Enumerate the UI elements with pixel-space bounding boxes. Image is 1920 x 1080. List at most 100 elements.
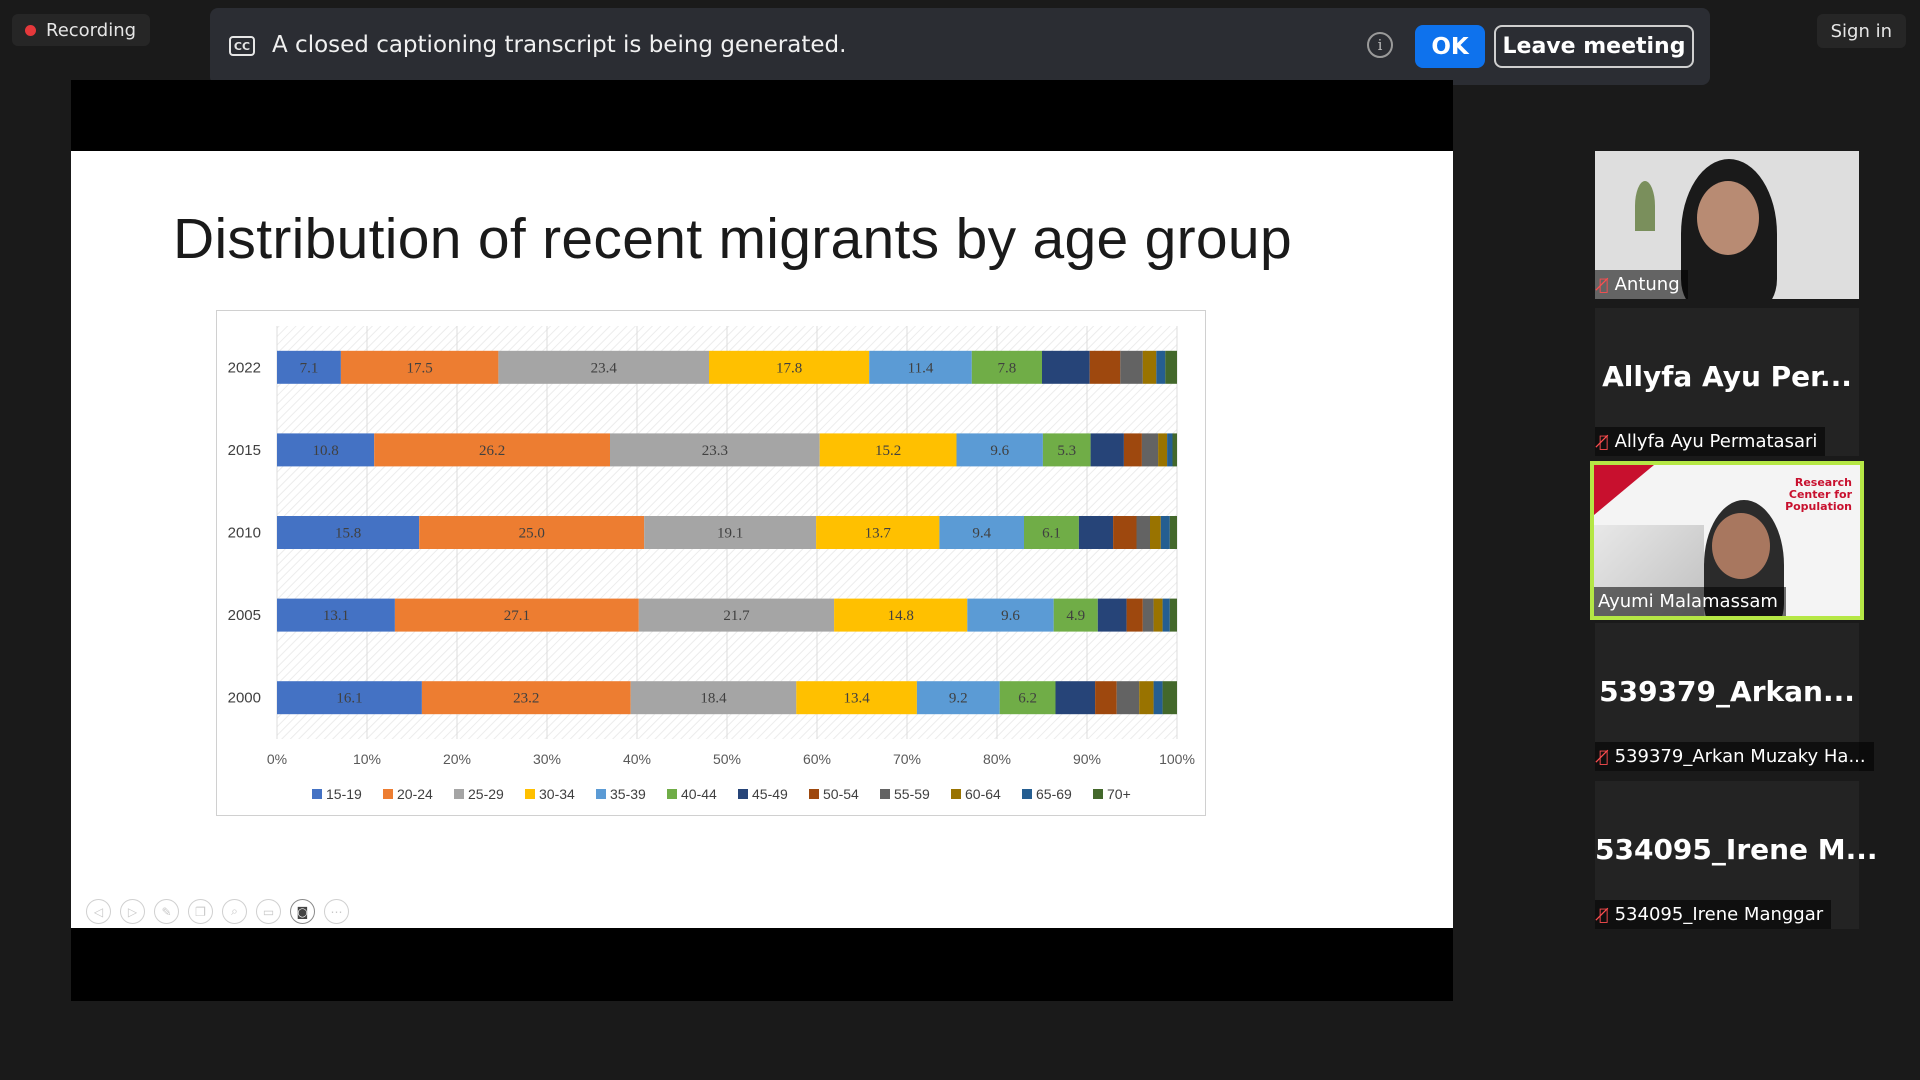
bar-segment: [1126, 598, 1143, 632]
closed-caption-icon: CC: [229, 36, 255, 56]
x-tick-label: 40%: [623, 751, 651, 767]
data-label: 4.9: [1066, 608, 1085, 624]
data-label: 10.8: [312, 443, 338, 459]
data-label: 9.4: [972, 526, 991, 542]
data-label: 9.2: [949, 691, 968, 707]
next-icon[interactable]: ▷: [120, 899, 145, 924]
legend-label: 65-69: [1036, 786, 1072, 802]
bar-segment: [1153, 598, 1163, 632]
bar-segment: [1172, 433, 1177, 467]
prev-icon[interactable]: ◁: [86, 899, 111, 924]
bar-segment: [819, 433, 957, 467]
participant-display-name: 534095_Irene M...: [1595, 833, 1878, 866]
data-label: 26.2: [479, 443, 505, 459]
bar-segment: [638, 598, 835, 632]
zoom-icon[interactable]: ⌕: [222, 899, 247, 924]
data-label: 17.8: [776, 360, 802, 376]
legend-swatch: [809, 789, 819, 799]
category-label: 2000: [228, 690, 261, 707]
ok-button[interactable]: OK: [1415, 25, 1485, 68]
legend-label: 20-24: [397, 786, 433, 802]
participant-name-tag: 🎙̸ Allyfa Ayu Permatasari: [1595, 427, 1826, 456]
data-label: 27.1: [504, 608, 530, 624]
bar-segment: [999, 681, 1056, 715]
bar-segment: [1139, 681, 1154, 715]
leave-meeting-button[interactable]: Leave meeting: [1494, 25, 1694, 68]
bar-segment: [1142, 598, 1154, 632]
more-icon[interactable]: ⋯: [324, 899, 349, 924]
legend-label: 45-49: [752, 786, 788, 802]
bar-segment: [630, 681, 797, 715]
background-graphic: [1594, 465, 1654, 515]
data-label: 19.1: [717, 526, 743, 542]
bar-segment: [277, 681, 422, 715]
bar-segment: [1090, 433, 1124, 467]
data-label: 21.7: [723, 608, 750, 624]
subtitle-icon[interactable]: ▭: [256, 899, 281, 924]
data-label: 15.2: [875, 443, 901, 459]
participant-tile-3-active-speaker[interactable]: Research Center for Population Ayumi Mal…: [1590, 461, 1864, 620]
bar-segment: [1123, 433, 1142, 467]
bar-segment: [340, 350, 499, 384]
legend-swatch: [1022, 789, 1032, 799]
legend-swatch: [312, 789, 322, 799]
bar-segment: [916, 681, 1000, 715]
data-label: 23.3: [702, 443, 728, 459]
copy-icon[interactable]: ❐: [188, 899, 213, 924]
bar-segment: [834, 598, 968, 632]
bar-segment: [1165, 350, 1177, 384]
participant-name: Antung: [1614, 274, 1680, 295]
bar-segment: [374, 433, 610, 467]
bar-segment: [1097, 598, 1127, 632]
camera-icon[interactable]: ◙: [290, 899, 315, 924]
bar-segment: [1120, 350, 1143, 384]
participant-name: 534095_Irene Manggar: [1614, 904, 1824, 925]
legend-label: 15-19: [326, 786, 362, 802]
x-tick-label: 90%: [1073, 751, 1101, 767]
background-text: Research Center for Population: [1785, 476, 1852, 513]
bar-segment: [421, 681, 631, 715]
bar-segment: [1053, 598, 1098, 632]
participant-display-name: Allyfa Ayu Per...: [1602, 360, 1852, 393]
mic-muted-icon: 🎙̸: [1599, 432, 1609, 451]
stacked-bar-chart: 0% 10% 20% 30% 40% 50% 60% 70% 80% 90% 100% 2022 7.1…: [228, 326, 1195, 802]
x-tick-label: 20%: [443, 751, 471, 767]
legend-swatch: [596, 789, 606, 799]
legend-swatch: [880, 789, 890, 799]
pen-icon[interactable]: ✎: [154, 899, 179, 924]
bar-segment: [1116, 681, 1140, 715]
bar-segment: [1150, 516, 1161, 549]
legend-label: 50-54: [823, 786, 859, 802]
bar-segment: [1160, 516, 1170, 549]
participant-name: 539379_Arkan Muzaky Ha...: [1614, 746, 1866, 767]
participant-name-tag: Ayumi Malamassam: [1594, 587, 1786, 616]
info-icon[interactable]: i: [1367, 32, 1393, 58]
participant-tile-4[interactable]: 539379_Arkan... 🎙̸ 539379_Arkan Muzaky H…: [1595, 623, 1874, 771]
bar-segment: [816, 516, 940, 549]
x-tick-label: 0%: [267, 751, 287, 767]
x-tick-label: 50%: [713, 751, 741, 767]
x-tick-label: 80%: [983, 751, 1011, 767]
sign-in-button[interactable]: Sign in: [1816, 14, 1906, 48]
bar-segment: [1162, 681, 1177, 715]
data-label: 7.1: [300, 360, 319, 376]
legend-swatch: [525, 789, 535, 799]
bar-segment: [1162, 598, 1170, 632]
participant-name-tag: 🎙̸ 539379_Arkan Muzaky Ha...: [1595, 742, 1874, 771]
category-label: 2005: [228, 607, 261, 624]
participant-face: [1697, 181, 1759, 255]
x-tick-label: 10%: [353, 751, 381, 767]
participant-tile-5[interactable]: 534095_Irene M... 🎙̸ 534095_Irene Mangga…: [1595, 781, 1878, 929]
category-label: 2010: [228, 525, 261, 542]
legend-swatch: [738, 789, 748, 799]
bar-segment: [1167, 433, 1173, 467]
participant-tile-1[interactable]: 🎙̸ Antung: [1595, 151, 1859, 299]
bar-segment: [939, 516, 1024, 549]
data-label: 18.4: [700, 691, 727, 707]
bar-segment: [869, 350, 972, 384]
participant-tile-2[interactable]: Allyfa Ayu Per... 🎙̸ Allyfa Ayu Permatas…: [1595, 308, 1859, 456]
caption-message: A closed captioning transcript is being …: [272, 32, 847, 58]
recording-indicator[interactable]: Recording: [12, 14, 151, 46]
x-tick-label: 100%: [1159, 751, 1195, 767]
bar-segment: [1042, 433, 1091, 467]
